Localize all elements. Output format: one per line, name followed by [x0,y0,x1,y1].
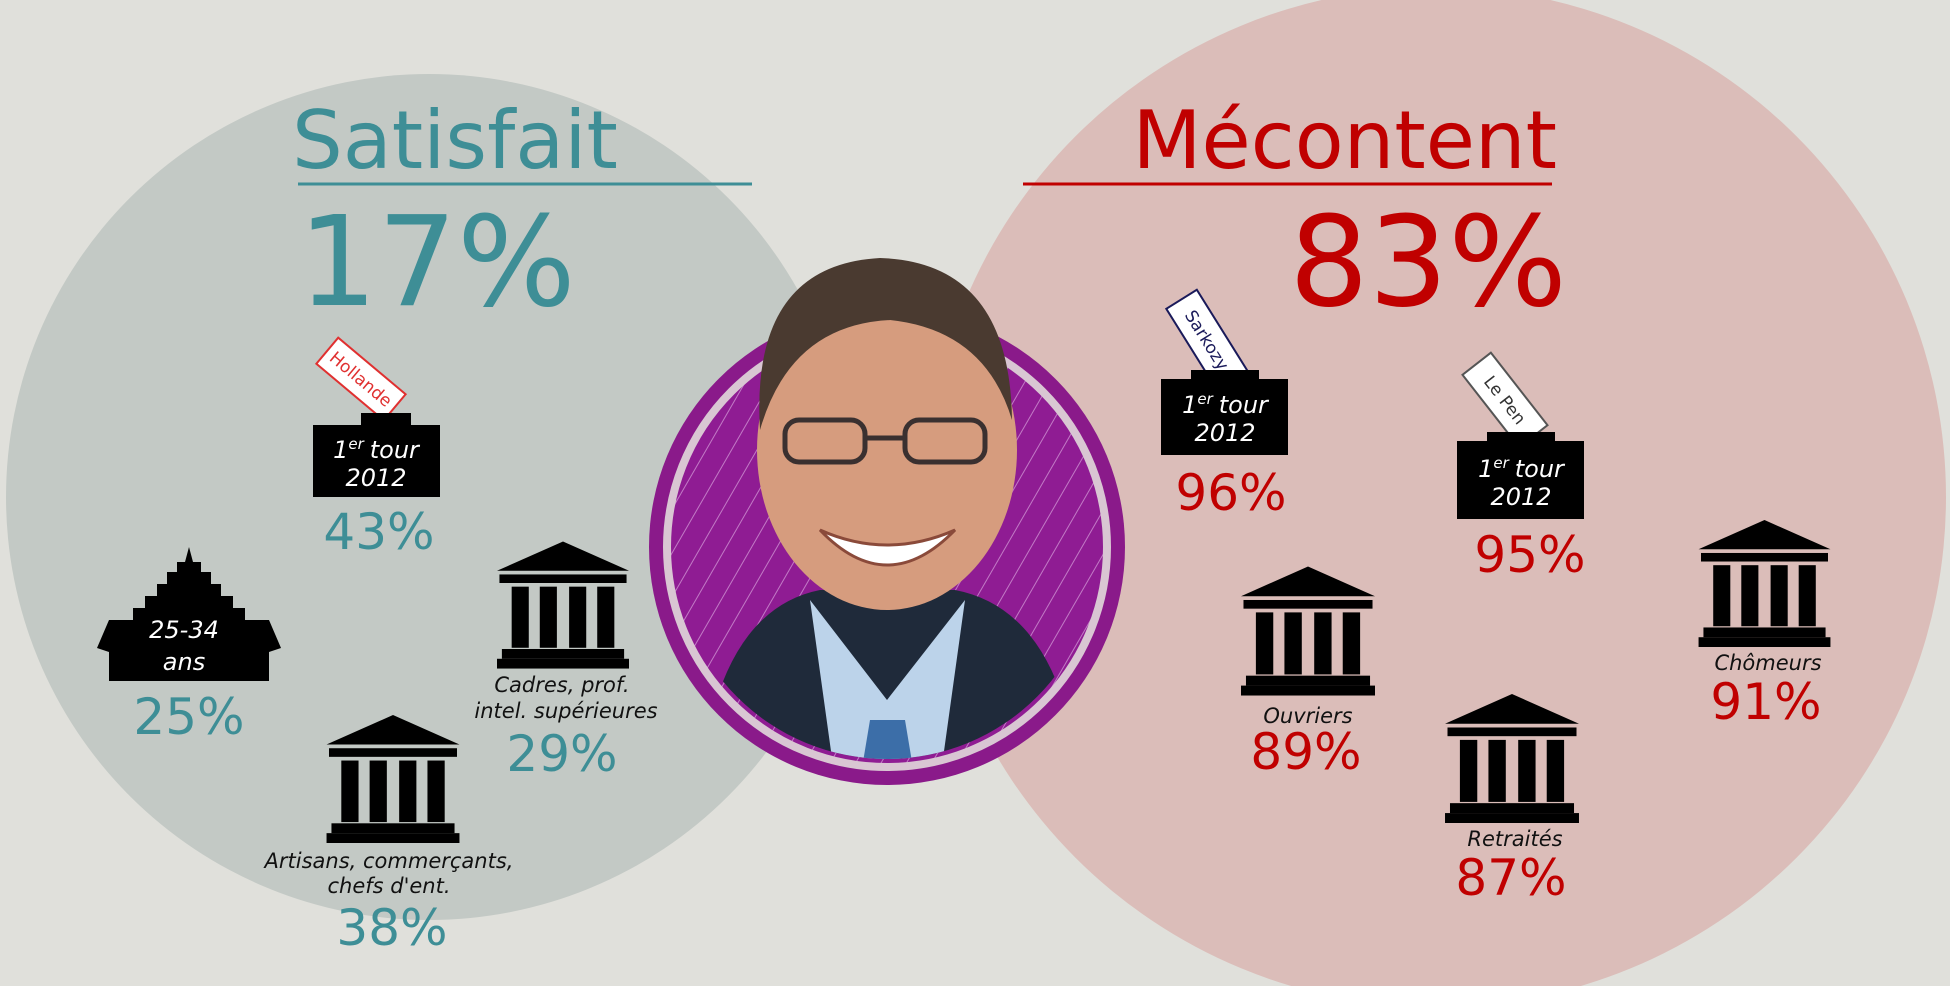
urn-year: 2012 [1490,483,1551,511]
mecontent-circle [926,0,1946,986]
text: tour [1515,455,1566,483]
urn-label: 1er tour [1478,454,1566,483]
caption: intel. supérieures [474,699,657,723]
text: 1 [1478,455,1493,483]
value: 91% [1710,673,1821,731]
text: 1 [333,436,348,464]
text: er [1197,390,1213,408]
text: tour [370,436,421,464]
value: 89% [1250,723,1361,781]
caption: Cadres, prof. [494,673,629,697]
satisfait-title: Satisfait [292,94,618,187]
caption: Retraités [1467,827,1562,851]
satisfait-total: 17% [298,190,576,335]
urn-lid [1487,432,1555,443]
text: er [348,435,364,453]
caption: Ouvriers [1263,704,1352,728]
pagoda-icon [97,547,281,681]
urn-label: 1er tour [333,435,421,464]
urn-lid [361,413,411,427]
caption: Artisans, commerçants, [263,849,514,873]
value: 87% [1455,849,1566,907]
value: 95% [1474,526,1585,584]
urn [1457,441,1584,519]
age-label: 25-34 [149,616,219,644]
text: 1 [1182,391,1197,419]
value: 25% [133,688,244,746]
urn [1161,379,1288,455]
text: tour [1219,391,1270,419]
caption: chefs d'ent. [327,874,450,898]
mecontent-total: 83% [1289,190,1567,335]
age-label: ans [163,648,205,676]
urn [313,425,440,497]
text: er [1493,454,1509,472]
urn-year: 2012 [345,464,406,492]
value: 29% [506,725,617,783]
urn-label: 1er tour [1182,390,1270,419]
value: 43% [323,503,434,561]
value: 38% [336,899,447,957]
urn-lid [1191,370,1259,381]
mecontent-title: Mécontent [1132,94,1557,187]
portrait [649,258,1125,785]
urn-year: 2012 [1194,419,1255,447]
caption: Chômeurs [1714,651,1821,675]
value: 96% [1175,464,1286,522]
